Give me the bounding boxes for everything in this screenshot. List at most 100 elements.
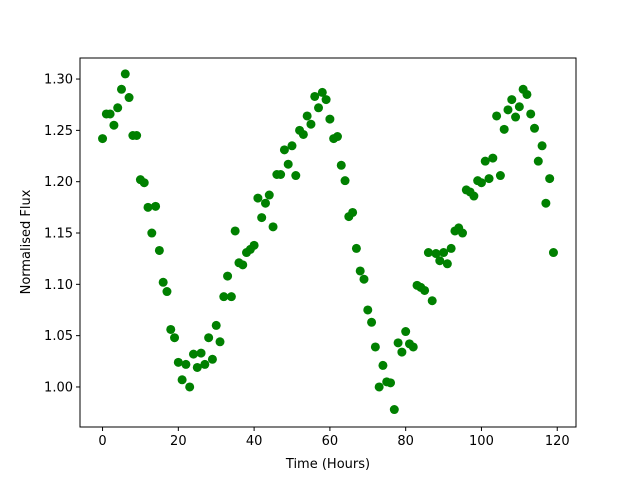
data-point bbox=[310, 91, 320, 101]
data-point bbox=[151, 201, 161, 211]
data-point bbox=[249, 240, 259, 250]
data-point bbox=[351, 243, 361, 253]
y-axis-label: Normalised Flux bbox=[19, 189, 34, 294]
data-point bbox=[522, 89, 532, 99]
data-point bbox=[116, 84, 126, 94]
data-point bbox=[439, 248, 449, 258]
y-tick-label: 1.00 bbox=[44, 380, 73, 395]
x-tick-label: 20 bbox=[170, 434, 187, 449]
data-point bbox=[257, 213, 267, 223]
data-point bbox=[166, 324, 176, 334]
data-point bbox=[511, 112, 521, 122]
x-tick-label: 120 bbox=[545, 434, 570, 449]
data-point bbox=[200, 359, 210, 369]
data-point bbox=[314, 103, 324, 113]
data-point bbox=[420, 285, 430, 295]
data-point bbox=[185, 382, 195, 392]
data-point bbox=[238, 260, 248, 270]
data-point bbox=[207, 354, 217, 364]
data-point bbox=[476, 178, 486, 188]
data-point bbox=[268, 222, 278, 232]
data-point bbox=[287, 141, 297, 151]
data-point bbox=[196, 348, 206, 358]
x-tick-label: 100 bbox=[469, 434, 494, 449]
data-point bbox=[98, 134, 108, 144]
data-point bbox=[279, 145, 289, 155]
data-point bbox=[147, 228, 157, 238]
data-point bbox=[230, 226, 240, 236]
data-point bbox=[423, 248, 433, 258]
data-point bbox=[124, 93, 134, 103]
data-point bbox=[158, 277, 168, 287]
data-point bbox=[173, 357, 183, 367]
data-point bbox=[120, 69, 130, 79]
data-point bbox=[211, 320, 221, 330]
y-tick-label: 1.15 bbox=[44, 227, 73, 242]
data-point bbox=[105, 109, 115, 119]
data-point bbox=[397, 347, 407, 357]
data-point bbox=[204, 333, 214, 343]
data-point bbox=[545, 174, 555, 184]
data-point bbox=[541, 198, 551, 208]
x-tick-label: 60 bbox=[322, 434, 339, 449]
data-point bbox=[317, 87, 327, 97]
data-point bbox=[355, 266, 365, 276]
data-point bbox=[177, 375, 187, 385]
data-point bbox=[484, 174, 494, 184]
data-point bbox=[162, 287, 172, 297]
data-point bbox=[348, 207, 358, 217]
data-point bbox=[408, 342, 418, 352]
data-point bbox=[495, 171, 505, 181]
data-point bbox=[488, 153, 498, 163]
data-point bbox=[223, 271, 233, 281]
data-point bbox=[393, 338, 403, 348]
data-point bbox=[492, 111, 502, 121]
data-point bbox=[192, 362, 202, 372]
data-point bbox=[514, 102, 524, 112]
data-point bbox=[332, 132, 342, 142]
data-point bbox=[389, 405, 399, 415]
data-point bbox=[530, 123, 540, 133]
data-point bbox=[340, 176, 350, 186]
data-point bbox=[401, 327, 411, 337]
data-point bbox=[526, 109, 536, 119]
x-tick-label: 80 bbox=[397, 434, 414, 449]
data-point bbox=[435, 256, 445, 266]
data-point bbox=[154, 245, 164, 255]
data-point bbox=[302, 111, 312, 121]
data-point bbox=[378, 360, 388, 370]
data-point bbox=[283, 159, 293, 169]
data-point bbox=[143, 202, 153, 212]
data-point bbox=[264, 190, 274, 200]
data-point bbox=[215, 337, 225, 347]
x-tick-label: 0 bbox=[98, 434, 106, 449]
data-point bbox=[370, 342, 380, 352]
axes-frame bbox=[79, 57, 577, 428]
data-point bbox=[260, 198, 270, 208]
data-point bbox=[219, 292, 229, 302]
data-point bbox=[298, 129, 308, 139]
data-point bbox=[139, 178, 149, 188]
data-point bbox=[336, 160, 346, 170]
data-point bbox=[446, 243, 456, 253]
data-point bbox=[170, 333, 180, 343]
data-point bbox=[109, 120, 119, 130]
data-point bbox=[507, 95, 517, 105]
y-tick-label: 1.30 bbox=[44, 73, 73, 88]
data-point bbox=[503, 105, 513, 115]
data-point bbox=[442, 259, 452, 269]
y-tick-label: 1.05 bbox=[44, 329, 73, 344]
data-point bbox=[458, 228, 468, 238]
data-point bbox=[431, 249, 441, 259]
data-point bbox=[533, 156, 543, 166]
data-point bbox=[113, 103, 123, 113]
x-tick-label: 40 bbox=[246, 434, 263, 449]
data-point bbox=[537, 141, 547, 151]
data-point bbox=[188, 349, 198, 359]
data-point bbox=[325, 114, 335, 124]
data-point bbox=[469, 191, 479, 201]
data-point bbox=[499, 124, 509, 134]
data-point bbox=[374, 382, 384, 392]
data-point bbox=[367, 317, 377, 327]
data-point bbox=[548, 248, 558, 258]
